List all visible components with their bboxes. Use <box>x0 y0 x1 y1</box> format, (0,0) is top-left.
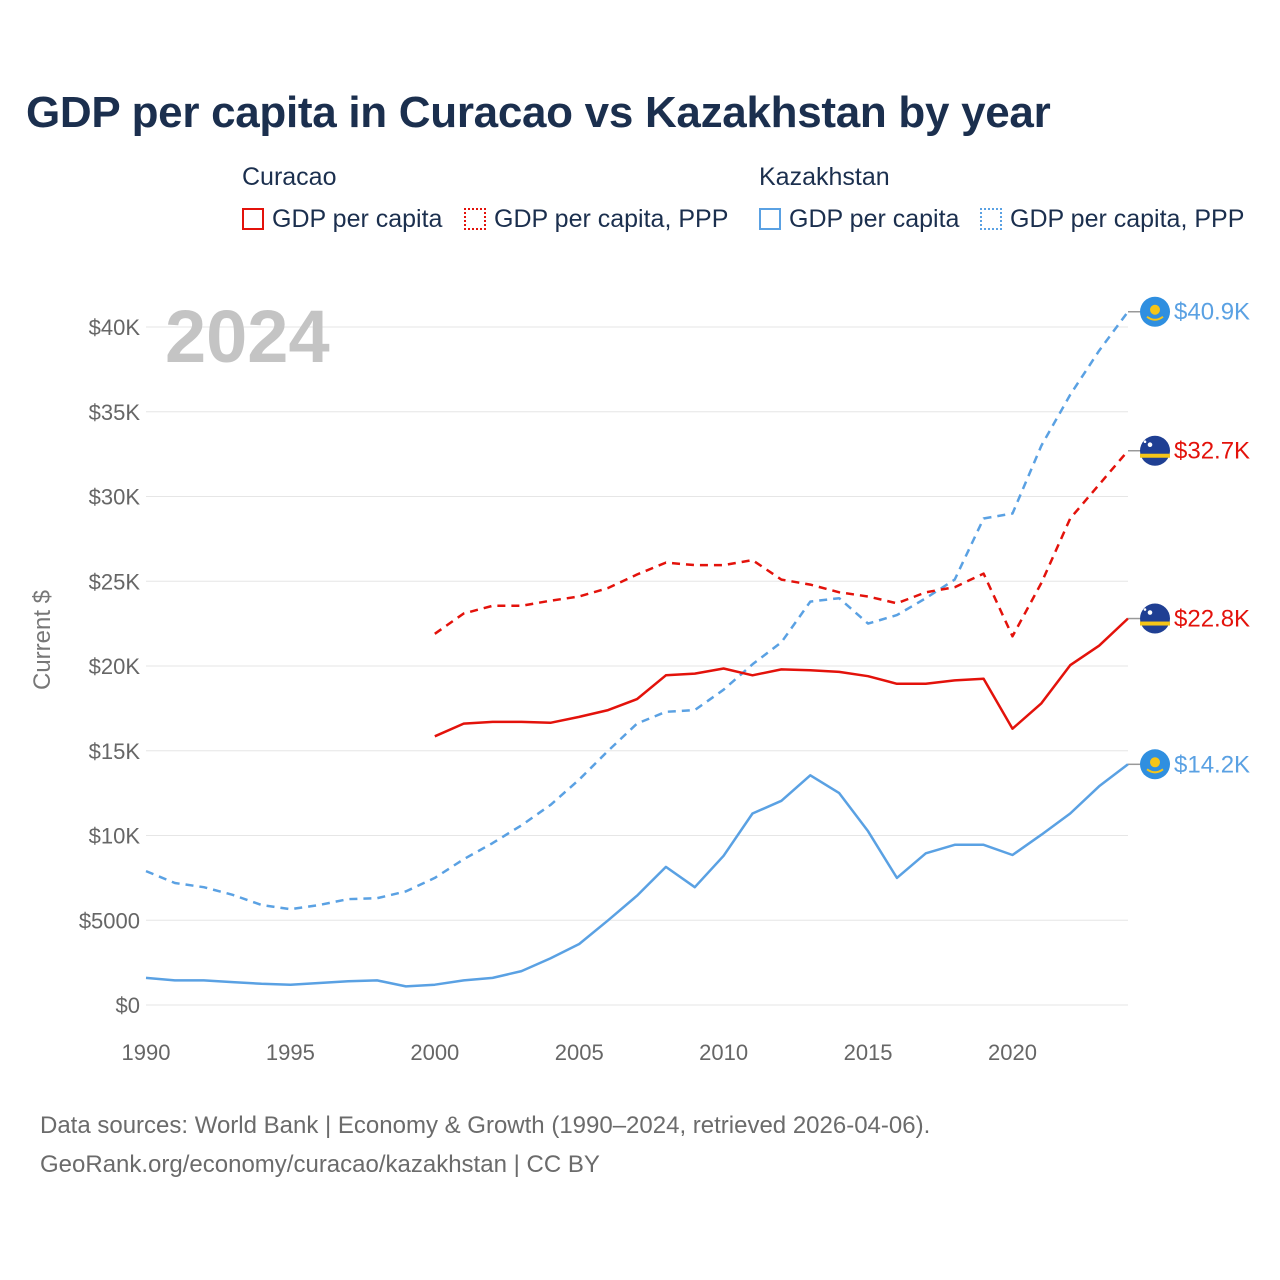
flag-disc <box>1140 435 1170 466</box>
y-tick-label: $30K <box>89 485 141 510</box>
flag-star <box>1143 608 1147 611</box>
flag-sun <box>1150 304 1160 315</box>
flag-eagle <box>1146 315 1164 321</box>
y-tick-label: $5000 <box>79 908 140 933</box>
kazakhstan-flag-icon <box>1140 749 1170 780</box>
gridlines <box>146 326 1128 1006</box>
legend-item-curacao-gdp-ppp[interactable]: GDP per capita, PPP <box>464 204 728 234</box>
legend-label: GDP per capita <box>272 204 443 233</box>
end-value-label: $40.9K <box>1174 299 1250 326</box>
legend-swatch-dotted <box>464 208 486 230</box>
source-line-1: Data sources: World Bank | Economy & Gro… <box>40 1112 931 1139</box>
end-labels: $40.9K $32.7K $22.8K $14.2K <box>1128 296 1250 780</box>
end-value-label: $32.7K <box>1174 438 1250 465</box>
y-tick-label: $15K <box>89 739 141 764</box>
flag-star <box>1147 610 1153 615</box>
x-tick-label: 1990 <box>122 1040 171 1065</box>
year-watermark: 2024 <box>165 295 330 378</box>
flag-stripe <box>1140 621 1170 626</box>
legend-swatch-dotted <box>980 208 1002 230</box>
y-tick-label: $35K <box>89 400 141 425</box>
kazakhstan-flag-icon <box>1140 296 1170 327</box>
series-lines <box>145 310 1130 988</box>
legend-item-kazakhstan-gdp[interactable]: GDP per capita <box>759 204 959 234</box>
flag-star <box>1147 442 1153 448</box>
flag-eagle <box>1146 768 1164 774</box>
x-tick-label: 2010 <box>699 1040 748 1065</box>
legend-label: GDP per capita, PPP <box>1010 204 1245 233</box>
legend-group-kazakhstan: Kazakhstan <box>759 163 890 191</box>
flag-star <box>1143 440 1147 444</box>
legend-item-kazakhstan-gdp-ppp[interactable]: GDP per capita, PPP <box>980 204 1244 234</box>
series-line-kazakhstan <box>145 763 1129 988</box>
source-line-2[interactable]: GeoRank.org/economy/curacao/kazakhstan |… <box>40 1151 600 1178</box>
line-chart: 2024 $0 $5000 $10K $15K $20K $25K $30K $35K $40K… <box>29 295 1250 1065</box>
source-note: Data sources: World Bank | Economy & Gro… <box>40 1106 930 1184</box>
x-tick-label: 2000 <box>410 1040 459 1065</box>
y-tick-label: $25K <box>89 569 141 594</box>
flag-sun <box>1150 757 1160 768</box>
end-value-label: $14.2K <box>1174 751 1250 778</box>
series-line-curacao <box>434 617 1129 738</box>
legend-swatch-solid <box>242 208 264 230</box>
legend-label: GDP per capita, PPP <box>494 204 729 233</box>
chart-title: GDP per capita in Curacao vs Kazakhstan … <box>26 88 1051 137</box>
y-tick-label: $20K <box>89 654 141 679</box>
series-line-curacao-ppp <box>434 449 1129 638</box>
y-tick-label: $0 <box>116 993 140 1018</box>
y-tick-label: $40K <box>89 315 141 340</box>
x-axis: 1990 1995 2000 2005 2010 2015 2020 <box>122 1040 1037 1065</box>
y-tick-label: $10K <box>89 824 141 849</box>
legend-swatch-solid <box>759 208 781 230</box>
legend-label: GDP per capita <box>789 204 960 233</box>
curacao-flag-icon <box>1140 435 1170 466</box>
x-tick-label: 2005 <box>555 1040 604 1065</box>
x-tick-label: 2015 <box>844 1040 893 1065</box>
legend-item-curacao-gdp[interactable]: GDP per capita <box>242 204 442 234</box>
legend-group-curacao: Curacao <box>242 163 337 191</box>
x-tick-label: 2020 <box>988 1040 1037 1065</box>
y-axis-label: Current $ <box>29 590 56 690</box>
end-value-label: $22.8K <box>1174 606 1250 633</box>
y-axis: $0 $5000 $10K $15K $20K $25K $30K $35K $40K <box>79 315 141 1018</box>
flag-disc <box>1140 603 1170 634</box>
x-tick-label: 1995 <box>266 1040 315 1065</box>
flag-stripe <box>1140 453 1170 458</box>
series-line-kazakhstan-ppp <box>145 310 1130 911</box>
curacao-flag-icon <box>1140 603 1170 634</box>
